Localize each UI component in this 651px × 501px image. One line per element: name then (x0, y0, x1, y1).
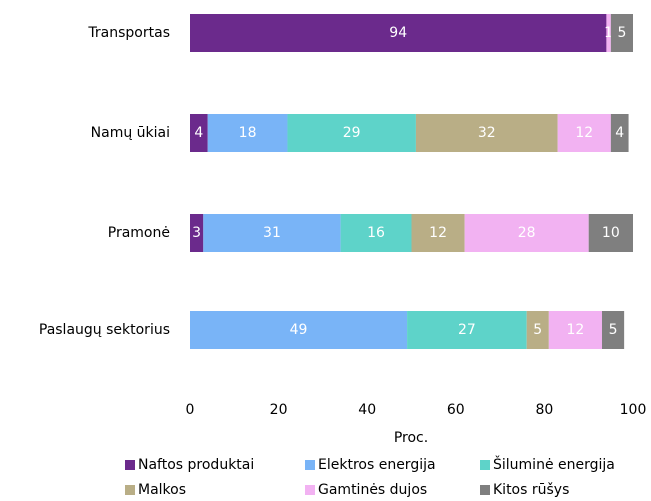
bar-segment (464, 214, 589, 252)
data-label: 12 (566, 322, 584, 338)
x-axis-label: Proc. (394, 430, 428, 446)
data-label: 31 (263, 225, 281, 241)
data-label: 28 (518, 225, 536, 241)
data-label: 29 (343, 125, 361, 141)
legend-swatch (305, 485, 315, 495)
data-label: 16 (367, 225, 385, 241)
y-tick-label: Namų ūkiai (91, 125, 170, 141)
legend-label: Elektros energija (318, 457, 436, 473)
y-tick-label: Pramonė (108, 225, 170, 241)
data-label: 1 (604, 25, 613, 41)
bar-segment (190, 311, 408, 349)
bar-segment (190, 14, 607, 52)
legend-swatch (125, 460, 135, 470)
bar-segment (601, 311, 625, 349)
bar-segment (588, 214, 633, 252)
x-tick-label: 0 (186, 402, 195, 418)
x-tick-label: 40 (358, 402, 376, 418)
legend-swatch (305, 460, 315, 470)
legend-label: Šiluminė energija (493, 455, 615, 473)
legend-swatch (125, 485, 135, 495)
bar-segment (606, 14, 611, 52)
data-label: 10 (602, 225, 620, 241)
data-label: 4 (615, 125, 624, 141)
data-label: 18 (239, 125, 257, 141)
bar-segment (207, 114, 288, 152)
legend-label: Gamtinės dujos (318, 482, 427, 498)
data-label: 49 (290, 322, 308, 338)
data-label: 5 (617, 25, 626, 41)
data-label: 4 (194, 125, 203, 141)
bar-segment (411, 214, 465, 252)
bar-segment (407, 311, 527, 349)
bar-segment (610, 114, 629, 152)
data-label: 94 (389, 25, 407, 41)
data-label: 32 (478, 125, 496, 141)
data-label: 12 (575, 125, 593, 141)
legend-label: Naftos produktai (138, 457, 254, 473)
bar-segment (287, 114, 416, 152)
legend-label: Malkos (138, 482, 186, 498)
bar-segment (340, 214, 412, 252)
legend-swatch (480, 460, 490, 470)
data-label: 3 (192, 225, 201, 241)
x-tick-label: 60 (447, 402, 465, 418)
bar-segment (548, 311, 602, 349)
bar-segment (190, 114, 208, 152)
x-tick-label: 80 (535, 402, 553, 418)
data-label: 5 (533, 322, 542, 338)
y-tick-label: Transportas (87, 25, 170, 41)
y-tick-label: Paslaugų sektorius (39, 322, 170, 338)
bar-segment (557, 114, 611, 152)
data-label: 5 (609, 322, 618, 338)
x-tick-label: 100 (620, 402, 647, 418)
bar-segment (526, 311, 549, 349)
bar-segment (610, 14, 633, 52)
data-label: 12 (429, 225, 447, 241)
data-label: 27 (458, 322, 476, 338)
bar-segment (203, 214, 341, 252)
x-tick-label: 20 (270, 402, 288, 418)
bar-segment (190, 214, 204, 252)
bar-segment (415, 114, 558, 152)
legend-label: Kitos rūšys (493, 482, 569, 498)
legend-swatch (480, 485, 490, 495)
